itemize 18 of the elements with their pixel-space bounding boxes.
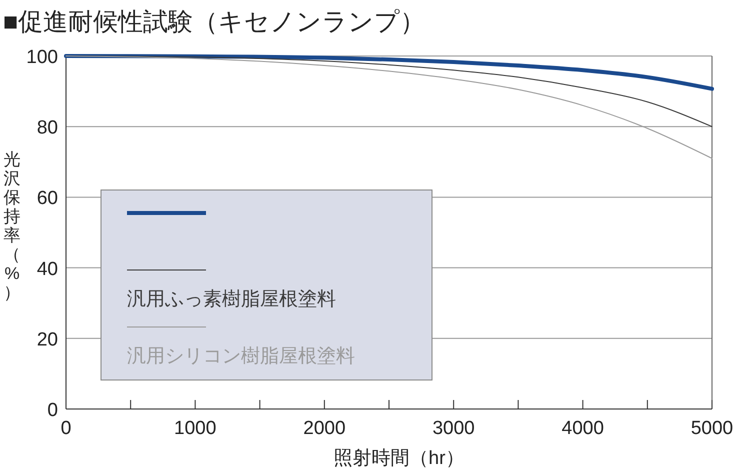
- x-tick-label: 3000: [432, 418, 475, 439]
- y-tick-label: 60: [36, 188, 58, 210]
- y-tick-label: 0: [47, 400, 58, 421]
- x-tick-label: 4000: [562, 418, 604, 439]
- legend-label: 汎用シリコン樹脂屋根塗料: [127, 346, 355, 367]
- x-axis-title: 照射時間（hr）: [334, 448, 464, 469]
- legend-label: 汎用ふっ素樹脂屋根塗料: [127, 289, 336, 310]
- y-tick-label: 80: [36, 118, 58, 139]
- line-series: [66, 56, 712, 159]
- chart-title: ■促進耐候性試験（キセノンランプ）: [3, 8, 426, 36]
- x-tick-label: 1000: [174, 418, 216, 439]
- x-tick-label: 2000: [303, 418, 346, 439]
- y-tick-label: 20: [36, 329, 58, 350]
- x-tick-label: 5000: [690, 418, 734, 439]
- y-axis-title: 光沢保持率（%）: [4, 150, 20, 302]
- y-tick-label: 100: [26, 47, 58, 68]
- x-tick-label: 0: [60, 418, 72, 439]
- y-tick-label: 40: [36, 258, 58, 280]
